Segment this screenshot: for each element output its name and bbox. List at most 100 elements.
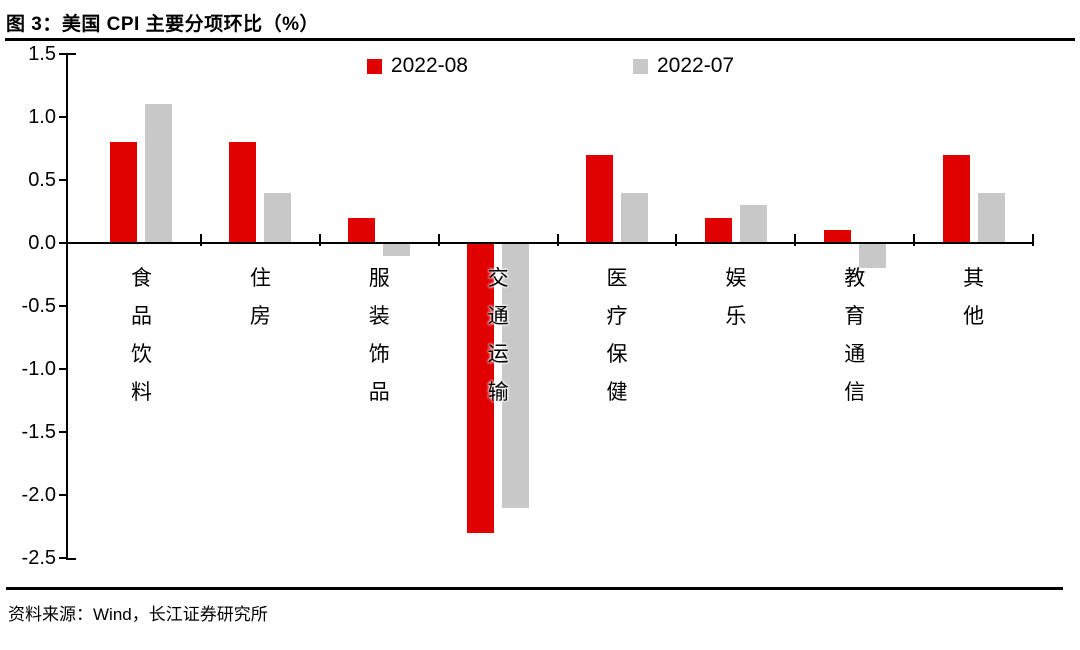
- bar-2022-08: [348, 217, 376, 243]
- category-label-char: 娱: [725, 267, 747, 290]
- y-tick-mark: [59, 557, 68, 559]
- plot-area: 食品饮料住房服装饰品交通运输医疗保健娱乐教育通信其他: [68, 54, 1034, 558]
- category-label-char: 饮: [130, 343, 152, 366]
- x-tick-mark: [913, 234, 916, 246]
- category-label: 住房: [201, 260, 320, 336]
- x-tick-mark: [794, 234, 797, 246]
- figure-title: 图 3：美国 CPI 主要分项环比（%）: [6, 14, 319, 35]
- category-label: 医疗保健: [558, 260, 677, 412]
- title-underline: [5, 38, 1075, 41]
- category-label-char: 健: [606, 381, 628, 404]
- category-label-char: 通: [487, 305, 509, 328]
- y-tick-mark: [59, 53, 68, 55]
- y-tick-label: 1.0: [28, 106, 56, 128]
- y-tick-mark: [59, 179, 68, 181]
- bar-2022-07: [620, 192, 648, 243]
- category-label-char: 乐: [725, 305, 747, 328]
- y-tick-label: 0.0: [28, 232, 56, 254]
- category-label: 食品饮料: [82, 260, 201, 412]
- y-tick-mark: [59, 116, 68, 118]
- y-tick-label: 0.5: [28, 169, 56, 191]
- category-label: 娱乐: [676, 260, 795, 336]
- y-tick-mark: [68, 53, 76, 55]
- y-tick-label: -1.0: [21, 358, 56, 380]
- x-tick-mark: [199, 234, 202, 246]
- x-tick-mark: [675, 234, 678, 246]
- category-label-char: 品: [130, 305, 152, 328]
- category-label-char: 房: [249, 305, 271, 328]
- category-label-char: 教: [844, 267, 866, 290]
- x-tick-mark: [318, 234, 321, 246]
- category-label-char: 疗: [606, 305, 628, 328]
- y-tick-mark: [59, 305, 68, 307]
- y-tick-label: -1.5: [21, 421, 56, 443]
- category-label-char: 品: [368, 381, 390, 404]
- x-tick-mark: [556, 234, 559, 246]
- category-label-char: 运: [487, 343, 509, 366]
- bar-2022-08: [823, 230, 851, 243]
- y-tick-mark: [59, 368, 68, 370]
- legend-item-2022-07: 2022-07: [633, 54, 734, 78]
- category-label: 其他: [914, 260, 1033, 336]
- bar-2022-08: [942, 154, 970, 243]
- legend-swatch-2022-07: [633, 58, 648, 74]
- x-tick-mark: [437, 234, 440, 246]
- category-label-char: 食: [130, 267, 152, 290]
- y-tick-label: -2.0: [21, 484, 56, 506]
- y-tick-mark: [59, 431, 68, 433]
- x-axis-line: [68, 242, 1033, 244]
- category-label-char: 信: [844, 381, 866, 404]
- bar-2022-07: [858, 243, 886, 269]
- category-cell: 医疗保健: [558, 54, 677, 558]
- category-label: 教育通信: [795, 260, 914, 412]
- category-label-char: 医: [606, 267, 628, 290]
- category-cell: 娱乐: [676, 54, 795, 558]
- category-cell: 其他: [914, 54, 1033, 558]
- bar-2022-08: [467, 243, 495, 533]
- y-tick-label: 1.5: [28, 43, 56, 65]
- y-tick-mark: [59, 494, 68, 496]
- category-label-char: 装: [368, 305, 390, 328]
- bar-2022-08: [110, 142, 138, 243]
- y-tick-mark: [68, 558, 76, 560]
- legend: 2022-08 2022-07: [68, 54, 1033, 78]
- category-label: 交通运输: [439, 260, 558, 412]
- y-tick-label: -0.5: [21, 295, 56, 317]
- legend-swatch-2022-08: [366, 58, 382, 74]
- bar-2022-07: [739, 205, 767, 243]
- bar-2022-07: [145, 104, 173, 243]
- bar-2022-07: [383, 243, 411, 256]
- category-label-char: 保: [606, 343, 628, 366]
- category-cell: 服装饰品: [320, 54, 439, 558]
- bar-2022-07: [977, 192, 1005, 243]
- bar-2022-08: [229, 142, 257, 243]
- category-label-char: 其: [963, 267, 985, 290]
- category-label-char: 育: [844, 305, 866, 328]
- y-axis-line: [66, 54, 68, 560]
- bar-2022-08: [704, 217, 732, 243]
- x-tick-mark: [1032, 234, 1034, 246]
- category-cell: 教育通信: [795, 54, 914, 558]
- bar-2022-08: [585, 154, 613, 243]
- category-label: 服装饰品: [320, 260, 439, 412]
- category-label-char: 料: [130, 381, 152, 404]
- y-tick-label: -2.5: [21, 547, 56, 569]
- category-cell: 食品饮料: [82, 54, 201, 558]
- legend-label-2022-07: 2022-07: [657, 54, 735, 77]
- category-label-char: 他: [963, 305, 985, 328]
- category-label-char: 通: [844, 343, 866, 366]
- category-label-char: 住: [249, 267, 271, 290]
- category-cell: 交通运输: [439, 54, 558, 558]
- source-note: 资料来源：Wind，长江证券研究所: [8, 605, 268, 624]
- category-label-char: 交: [487, 267, 509, 290]
- legend-label-2022-08: 2022-08: [390, 54, 468, 77]
- category-label-char: 服: [368, 267, 390, 290]
- category-cell: 住房: [201, 54, 320, 558]
- legend-item-2022-08: 2022-08: [366, 54, 468, 78]
- category-label-char: 输: [487, 381, 509, 404]
- source-divider: [6, 587, 1063, 590]
- category-label-char: 饰: [368, 343, 390, 366]
- y-tick-mark: [59, 242, 68, 244]
- bar-2022-07: [502, 243, 530, 508]
